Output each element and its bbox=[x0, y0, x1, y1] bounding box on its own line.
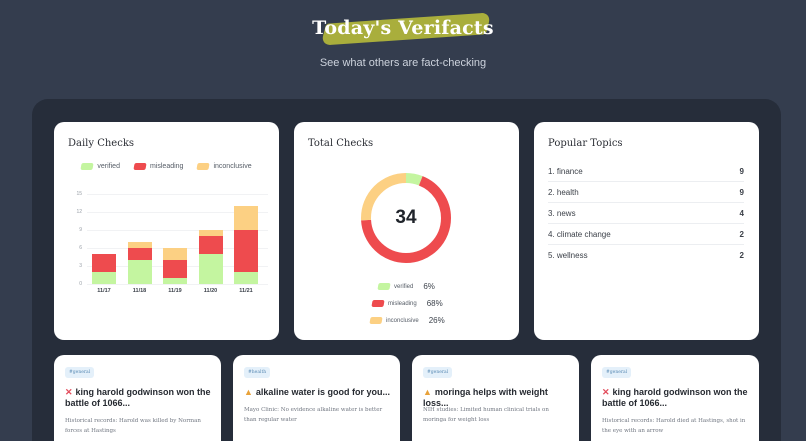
page-title: Today's Verifacts bbox=[312, 17, 494, 39]
total-checks-card: Total Checks 34 verified 6% misleading 6… bbox=[294, 122, 519, 340]
bar-11-21[interactable] bbox=[234, 206, 258, 284]
x-icon: ✕ bbox=[65, 387, 73, 397]
misleading-segment bbox=[92, 254, 116, 272]
verified-segment bbox=[163, 278, 187, 284]
inconclusive-slice[interactable] bbox=[361, 173, 451, 263]
donut-legend-inconclusive: inconclusive 26% bbox=[369, 316, 445, 325]
y-tick-label: 9 bbox=[79, 227, 82, 233]
legend-misleading[interactable]: misleading bbox=[133, 163, 183, 170]
total-checks-donut bbox=[361, 173, 451, 263]
verified-segment bbox=[234, 272, 258, 284]
warning-icon: ▲ bbox=[244, 387, 253, 397]
daily-chart-legend: verified misleading inconclusive bbox=[54, 163, 279, 170]
inconclusive-swatch bbox=[369, 317, 383, 324]
popular-topics-card: Popular Topics 1. finance 9 2. health 9 … bbox=[534, 122, 759, 340]
claim-text: ✕ king harold godwinson won the battle of… bbox=[602, 387, 748, 408]
topic-row[interactable]: 5. wellness 2 bbox=[548, 251, 744, 260]
topic-tag[interactable]: #health bbox=[244, 367, 271, 378]
bar-11-17[interactable] bbox=[92, 254, 116, 284]
inconclusive-segment bbox=[198, 230, 223, 236]
verified-segment bbox=[127, 260, 152, 284]
topic-row[interactable]: 1. finance 9 bbox=[548, 161, 744, 182]
fact-card[interactable]: #health ▲ alkaline water is good for you.… bbox=[233, 355, 400, 441]
popular-topics-title: Popular Topics bbox=[548, 138, 623, 149]
topic-row[interactable]: 2. health 9 bbox=[548, 182, 744, 203]
gridline bbox=[87, 284, 268, 285]
inconclusive-swatch bbox=[196, 163, 211, 170]
topic-row[interactable]: 4. climate change 2 bbox=[548, 224, 744, 245]
y-tick-label: 3 bbox=[79, 263, 82, 269]
x-tick-label: 11/18 bbox=[132, 288, 147, 294]
source-text: Historical records: Harold was killed by… bbox=[65, 418, 201, 434]
x-tick-label: 11/21 bbox=[239, 288, 253, 294]
misleading-segment bbox=[198, 236, 223, 254]
x-icon: ✕ bbox=[602, 387, 610, 397]
topic-tag[interactable]: #general bbox=[602, 367, 632, 378]
inconclusive-segment bbox=[127, 242, 152, 248]
source-text: NIH studies: Limited human clinical tria… bbox=[423, 407, 549, 423]
donut-legend-misleading: misleading 68% bbox=[371, 299, 443, 308]
misleading-segment bbox=[234, 230, 258, 272]
gridline bbox=[87, 230, 268, 231]
claim-text: ▲ moringa helps with weight loss... bbox=[423, 387, 548, 408]
y-tick-label: 0 bbox=[79, 281, 82, 287]
y-tick-label: 15 bbox=[76, 191, 82, 197]
fact-card[interactable]: #general ✕ king harold godwinson won the … bbox=[591, 355, 759, 441]
page-subtitle: See what others are fact-checking bbox=[319, 57, 487, 69]
bar-11-18[interactable] bbox=[127, 242, 152, 284]
verified-swatch bbox=[80, 163, 95, 170]
legend-verified[interactable]: verified bbox=[80, 163, 120, 170]
hero-header: Today's Verifacts See what others are fa… bbox=[0, 0, 806, 99]
misleading-segment bbox=[127, 248, 152, 260]
topic-tag[interactable]: #general bbox=[423, 367, 453, 378]
claim-text: ▲ alkaline water is good for you... bbox=[244, 387, 390, 397]
legend-inconclusive[interactable]: inconclusive bbox=[196, 163, 252, 170]
gridline bbox=[87, 194, 268, 195]
donut-legend-verified: verified 6% bbox=[377, 282, 435, 291]
bar-11-20[interactable] bbox=[198, 230, 223, 284]
inconclusive-segment bbox=[234, 206, 258, 230]
x-tick-label: 11/19 bbox=[168, 288, 182, 294]
verified-swatch bbox=[377, 283, 391, 290]
warning-icon: ▲ bbox=[423, 387, 432, 397]
fact-card[interactable]: #general ▲ moringa helps with weight loss… bbox=[412, 355, 579, 441]
y-tick-label: 6 bbox=[79, 245, 82, 251]
topic-row[interactable]: 3. news 4 bbox=[548, 203, 744, 224]
bar-11-19[interactable] bbox=[163, 248, 187, 284]
daily-checks-card: Daily Checks verified misleading inconcl… bbox=[54, 122, 279, 340]
verified-segment bbox=[198, 254, 223, 284]
x-tick-label: 11/17 bbox=[97, 288, 111, 294]
misleading-slice[interactable] bbox=[361, 173, 451, 263]
total-count: 34 bbox=[395, 207, 417, 228]
claim-text: ✕ king harold godwinson won the battle of… bbox=[65, 387, 211, 408]
misleading-swatch bbox=[371, 300, 385, 307]
gridline bbox=[87, 212, 268, 213]
dashboard-panel: Daily Checks verified misleading inconcl… bbox=[32, 99, 781, 441]
y-tick-label: 12 bbox=[76, 209, 82, 215]
misleading-swatch bbox=[133, 163, 147, 170]
total-checks-title: Total Checks bbox=[308, 138, 374, 149]
inconclusive-segment bbox=[163, 248, 187, 260]
misleading-segment bbox=[163, 260, 187, 278]
source-text: Mayo Clinic: No evidence alkaline water … bbox=[244, 407, 383, 423]
daily-bar-chart: 0 3 6 9 12 15 11/17 11/18 11/19 11/20 11/21 bbox=[68, 186, 268, 306]
source-text: Historical records: Harold died at Hasti… bbox=[602, 418, 746, 434]
fact-card[interactable]: #general ✕ king harold godwinson won the … bbox=[54, 355, 221, 441]
daily-checks-title: Daily Checks bbox=[68, 138, 135, 149]
verified-segment bbox=[92, 272, 116, 284]
x-tick-label: 11/20 bbox=[203, 288, 218, 294]
topic-tag[interactable]: #general bbox=[65, 367, 95, 378]
